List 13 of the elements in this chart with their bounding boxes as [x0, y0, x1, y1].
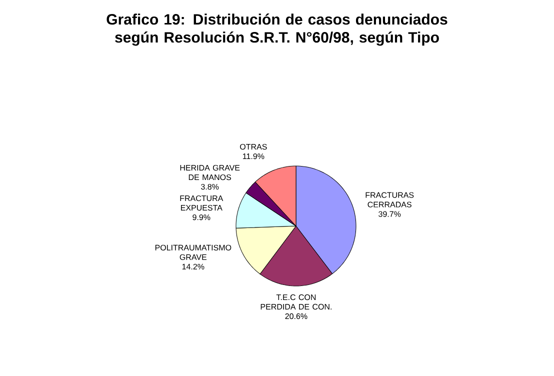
- data-label: 3.8%: [201, 184, 219, 190]
- data-label: 11.9%: [243, 153, 264, 160]
- slice-label: HERIDA GRAVE DE MANOS: [180, 164, 240, 180]
- slice-label: FRACTURA EXPUESTA: [180, 195, 224, 211]
- slice-label: FRACTURAS CERRADAS: [366, 192, 414, 208]
- data-label: 14.2%: [182, 264, 204, 270]
- slice-label: OTRAS: [240, 144, 267, 150]
- chart-title: Grafico 19: Distribución de casos denunciados según Resolución S.R.T. N°60/98, según Tipo: [106, 14, 448, 46]
- data-label: 20.6%: [285, 313, 308, 320]
- slice-label: T.E.C CON PERDIDA DE CON.: [260, 294, 332, 310]
- slice-label: POLITRAUMATISMO GRAVE: [155, 244, 232, 260]
- data-label: 9.9%: [192, 214, 210, 220]
- data-label: 39.7%: [378, 211, 401, 217]
